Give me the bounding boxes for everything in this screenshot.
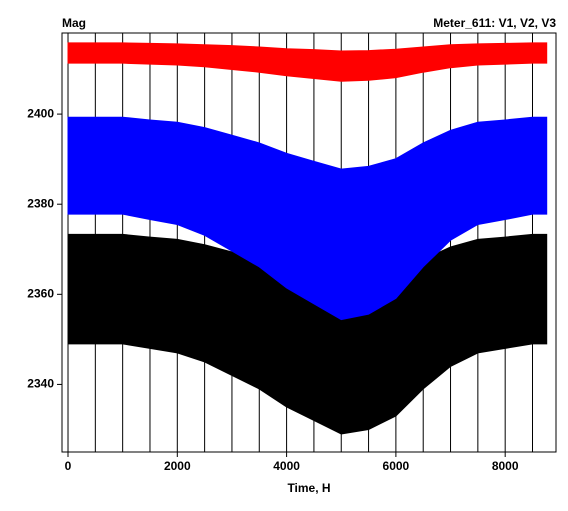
x-tick-label: 6000	[383, 459, 410, 473]
y-axis-label: Mag	[62, 16, 86, 30]
y-tick-label: 2360	[27, 286, 54, 300]
y-tick-label: 2400	[27, 106, 54, 120]
x-tick-label: 8000	[492, 459, 519, 473]
x-tick-label: 2000	[164, 459, 191, 473]
plot-frame	[61, 32, 557, 453]
y-tick-label: 2380	[27, 196, 54, 210]
x-tick-label: 0	[65, 459, 72, 473]
chart-title: Meter_611: V1, V2, V3	[433, 16, 556, 30]
x-axis-label: Time, H	[287, 481, 330, 495]
band	[67, 116, 548, 321]
band	[67, 42, 548, 82]
y-tick-label: 2340	[27, 377, 54, 391]
x-tick-label: 4000	[273, 459, 300, 473]
